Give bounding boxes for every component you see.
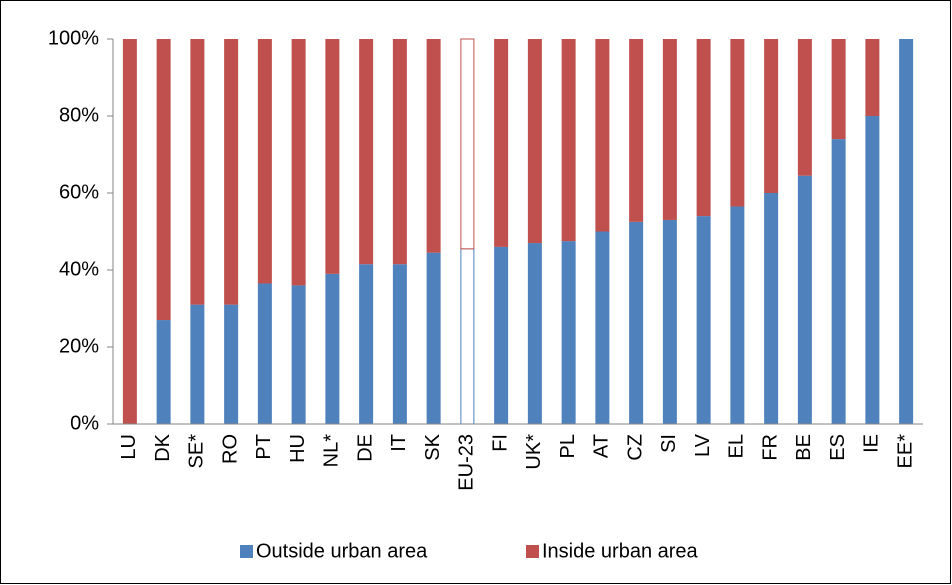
bar-segment [831, 139, 846, 424]
bar-segment [460, 248, 475, 425]
x-tick-label: AT [591, 434, 613, 458]
bar-segment [426, 39, 441, 253]
bar-segment [629, 221, 644, 424]
bar-segment [156, 320, 171, 424]
x-tick-label: BE [793, 434, 815, 461]
bar-segment [494, 246, 509, 424]
bar-segment [257, 39, 272, 284]
x-tick-label: FI [489, 434, 511, 452]
bar-segment [156, 39, 171, 321]
x-tick-label: EE* [894, 434, 916, 469]
bar-segment [595, 39, 610, 232]
y-tick-label: 100% [48, 27, 99, 49]
bar-segment [527, 39, 542, 244]
x-tick-label: PT [253, 434, 275, 460]
bar-segment [865, 116, 880, 424]
bar-segment [291, 39, 306, 286]
x-tick-label: DE [354, 434, 376, 462]
bar-segment [122, 39, 137, 424]
x-tick-label: LV [692, 433, 714, 457]
bar-segment [359, 264, 374, 424]
bar-segment [392, 39, 407, 265]
bar-segment [561, 39, 576, 242]
legend-label: Outside urban area [256, 540, 428, 562]
bar-segment [662, 39, 677, 220]
y-tick-label: 60% [59, 181, 99, 203]
x-tick-label: CZ [624, 434, 646, 461]
x-tick-label: SK [422, 433, 444, 460]
bar-segment [257, 283, 272, 424]
bar-segment [595, 231, 610, 424]
bar-segment [629, 39, 644, 222]
bar-segment [730, 206, 745, 424]
x-tick-label: DK [152, 433, 174, 461]
x-tick-label: LU [118, 434, 140, 460]
x-tick-label: HU [287, 434, 309, 463]
bar-segment [494, 39, 509, 247]
y-tick-label: 40% [59, 258, 99, 280]
x-tick-label: FR [759, 434, 781, 461]
y-tick-label: 0% [70, 412, 99, 434]
bar-segment [392, 264, 407, 424]
x-tick-label: NL* [321, 434, 343, 468]
bar-segment [899, 39, 914, 424]
bar-segment [190, 304, 205, 424]
bar-segment [696, 39, 711, 217]
bar-segment [426, 252, 441, 424]
bar-segment [460, 38, 475, 250]
x-tick-label: SI [658, 434, 680, 453]
legend-label: Inside urban area [542, 540, 699, 562]
bar-segment [865, 39, 880, 116]
x-tick-label: IE [861, 434, 883, 453]
x-tick-label: ES [827, 434, 849, 461]
y-tick-label: 80% [59, 104, 99, 126]
legend-swatch [240, 545, 253, 558]
bar-segment [561, 241, 576, 424]
bar-segment [797, 175, 812, 424]
bar-segment [527, 243, 542, 424]
bar-segment [325, 39, 340, 274]
bar-segment [797, 39, 812, 176]
x-tick-label: SE* [186, 434, 208, 469]
bar-segment [831, 39, 846, 140]
bar-segment [764, 193, 779, 424]
x-tick-label: UK* [523, 434, 545, 470]
y-tick-label: 20% [59, 335, 99, 357]
bar-segment [224, 39, 239, 305]
bar-segment [662, 219, 677, 424]
bar-segment [325, 273, 340, 424]
legend-swatch [526, 545, 539, 558]
x-tick-label: EU-23 [456, 434, 478, 491]
x-tick-label: PL [557, 434, 579, 458]
x-tick-label: IT [388, 434, 410, 452]
x-tick-label: RO [219, 434, 241, 464]
bar-segment [190, 39, 205, 305]
x-tick-label: EL [726, 434, 748, 458]
bar-segment [359, 39, 374, 265]
bar-segment [224, 304, 239, 424]
bar-segment [291, 285, 306, 424]
bar-segment [730, 39, 745, 207]
bar-segment [764, 39, 779, 193]
bar-segment [696, 216, 711, 424]
